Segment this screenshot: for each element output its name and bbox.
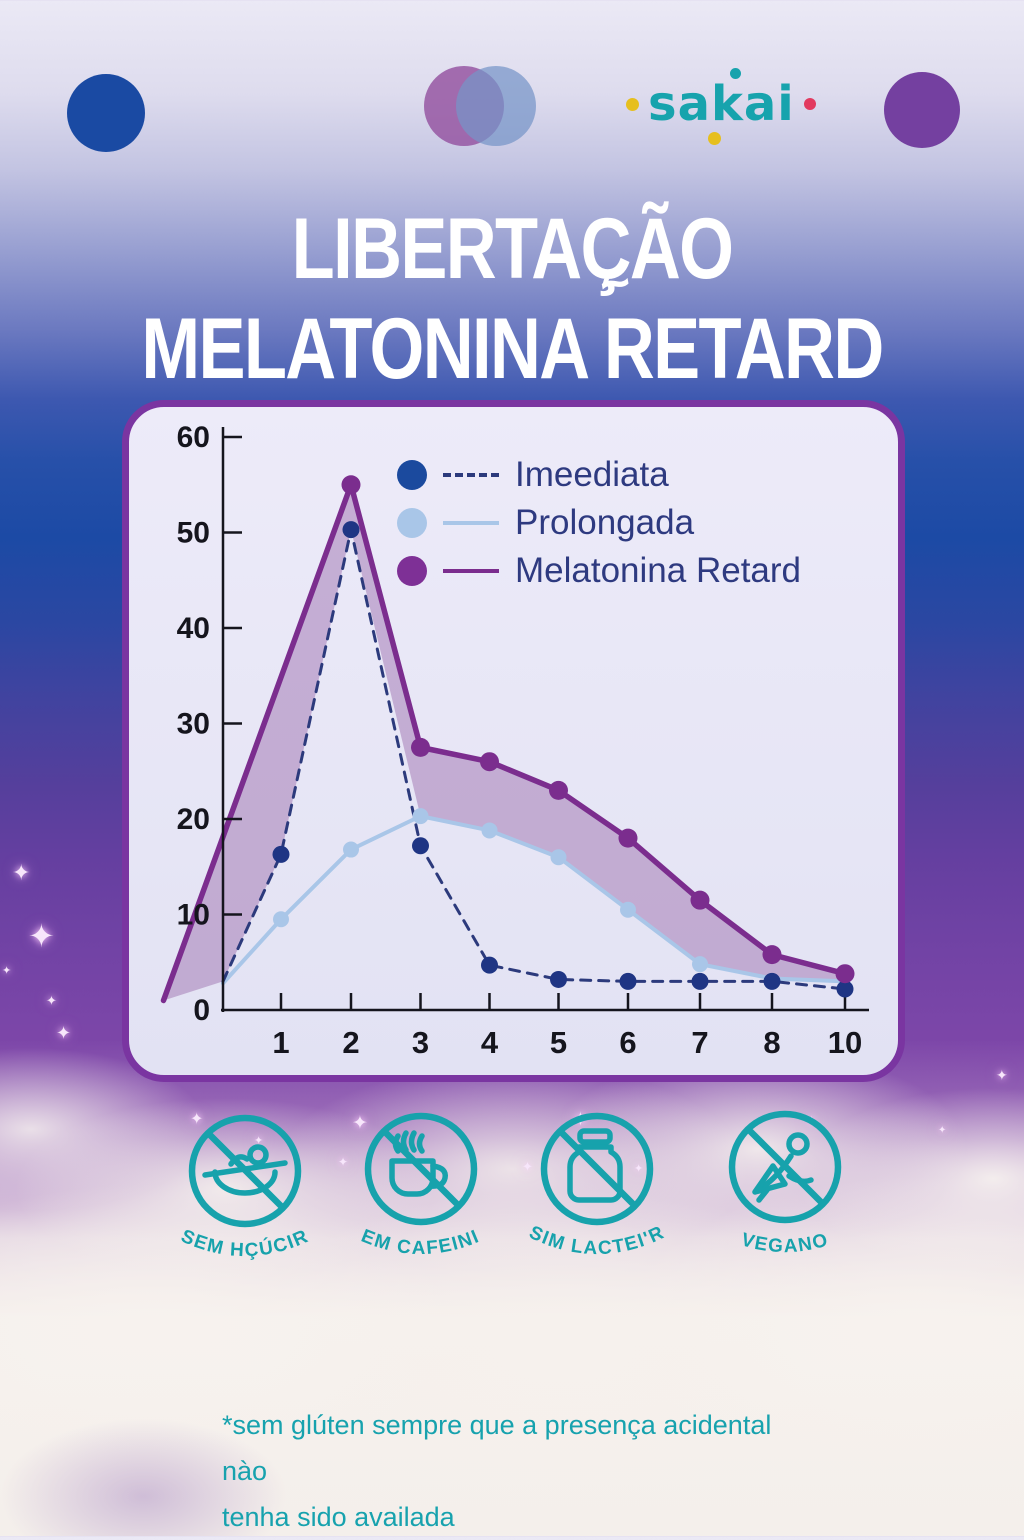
no-lactose-icon: SIM LACTEI'R [526,1112,669,1259]
sparkle-star-icon: ✦ [2,965,12,977]
legend-line-dashed-sample [443,473,499,477]
svg-text:60: 60 [177,421,210,454]
svg-text:3: 3 [412,1025,429,1060]
svg-text:1: 1 [272,1025,289,1060]
svg-text:8: 8 [763,1025,780,1060]
svg-text:50: 50 [177,517,210,550]
badge-vegan: VEGANO [705,1104,865,1280]
title-line-2: MELATONINA RETARD [141,301,884,397]
sparkle-star-icon: ✦ [254,1135,264,1147]
svg-text:10: 10 [177,899,210,932]
svg-text:SEM HÇÚCIR: SEM HÇÚCIR [178,1226,313,1261]
svg-text:10: 10 [828,1025,862,1060]
badge-label: SEM CAFEINIA [341,1106,481,1259]
logo-dot-top-icon [730,68,741,79]
legend-row-imeediata: Imeediata [397,451,801,499]
logo-dot-left-icon [626,98,639,111]
decorative-circle-steel [456,66,536,146]
badge-no-lactose: SIM LACTEI'R [517,1106,677,1282]
gluten-footnote: *sem glúten sempre que a presença aciden… [222,1402,822,1540]
legend-label: Melatonina Retard [515,551,801,590]
title-line-1: LIBERTAÇÃO [291,201,734,297]
badge-no-sugar: SEM HÇÚCIR [165,1108,325,1284]
svg-text:SIM LACTEI'R: SIM LACTEI'R [526,1222,669,1259]
legend-label: Prolongada [515,503,695,542]
sparkle-star-icon: ✦ [938,1125,947,1136]
badge-label: SEM HÇÚCIR [178,1226,311,1261]
svg-text:VEGANO: VEGANO [739,1229,832,1257]
logo-dot-right-icon [804,98,816,110]
legend-row-prolongada: Prolongada [397,499,801,547]
svg-text:30: 30 [177,708,210,741]
no-caffeine-icon: SEM CAFEINIA [341,1106,483,1259]
legend-label: Imeediata [515,455,669,494]
svg-text:40: 40 [177,612,210,645]
sparkle-star-icon: ✦ [56,1023,72,1043]
sparkle-star-icon: ✦ [996,1067,1008,1083]
legend-line-solid-sample [443,521,499,525]
logo-dot-bottom-icon [708,132,721,145]
legend-line-purple-sample [443,569,499,573]
decorative-circle-blue [67,74,145,152]
release-curve-chart: 0 10 20 30 40 50 60 1 2 3 4 5 6 7 8 10 [160,421,869,1060]
chart-panel: 0 10 20 30 40 50 60 1 2 3 4 5 6 7 8 10 Imeediata Prolon… [122,400,905,1082]
footnote-line-1: *sem glúten sempre que a presença aciden… [222,1410,772,1486]
svg-text:2: 2 [342,1025,359,1060]
svg-text:7: 7 [691,1025,708,1060]
badge-label: SIM LACTEI'R [526,1222,667,1259]
sparkle-star-icon: ✦ [352,1113,368,1134]
sparkle-star-icon: ✦ [28,918,55,954]
vegan-icon: VEGANO [728,1110,842,1257]
brand-logo: sakai [618,68,828,156]
clouds-background [0,1040,1024,1536]
svg-text:SEM CAFEINIA: SEM CAFEINIA [341,1106,483,1259]
legend-dot-imeediata [397,460,427,490]
page-title: LIBERTAÇÃO MELATONINA RETARD [0,206,1024,406]
legend-dot-retard [397,556,427,586]
svg-text:20: 20 [177,803,210,836]
footnote-line-2: tenha sido availada [222,1502,455,1532]
no-sugar-icon: SEM HÇÚCIR [178,1114,313,1261]
legend-row-retard: Melatonina Retard [397,547,801,595]
sparkle-star-icon: ✦ [12,860,31,885]
badge-no-caffeine: SEM CAFEINIA [341,1106,501,1282]
brand-logo-text: sakai [648,76,795,132]
sparkle-star-icon: ✦ [190,1111,204,1128]
svg-text:4: 4 [481,1025,499,1060]
sparkle-star-icon: ✦ [338,1155,349,1169]
chart-legend: Imeediata Prolongada Melatonina Retard [397,451,801,595]
svg-text:5: 5 [550,1025,567,1060]
svg-text:0: 0 [193,994,210,1027]
svg-text:6: 6 [619,1025,636,1060]
legend-dot-prolongada [397,508,427,538]
sparkle-star-icon: ✦ [522,1159,533,1174]
sparkle-star-icon: ✦ [634,1163,644,1175]
badge-label: VEGANO [739,1229,830,1257]
decorative-circle-purple [884,72,960,148]
sparkle-star-icon: ✦ [46,993,57,1008]
